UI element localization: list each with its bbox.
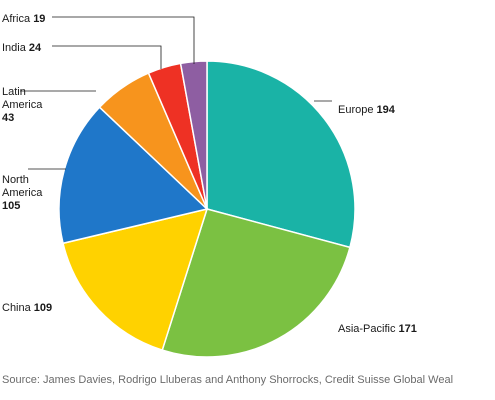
- slice-label-india: India 24: [2, 42, 42, 54]
- pie-slice-china: [62, 207, 209, 352]
- slice-label-asia-pacific: Asia-Pacific 171: [338, 323, 417, 335]
- pie-slice-asia-pacific: [161, 208, 351, 358]
- slice-label-latin-america: Latin America 43: [2, 86, 43, 124]
- leader-line-africa: [52, 16, 195, 64]
- pie-slice-europe: [206, 60, 356, 249]
- slice-label-north-america: North America 105: [2, 174, 43, 212]
- pie-chart-svg: Europe 194 Asia-Pacific 171 China 109 North…: [2, 13, 417, 358]
- slice-label-china: China 109: [2, 302, 52, 314]
- source-note: Source: James Davies, Rodrigo Lluberas a…: [2, 374, 454, 386]
- pie-slice-north-america: [58, 106, 209, 245]
- slice-label-europe: Europe 194: [338, 104, 396, 116]
- slice-label-africa: Africa 19: [2, 13, 45, 25]
- leader-line-india: [52, 45, 162, 69]
